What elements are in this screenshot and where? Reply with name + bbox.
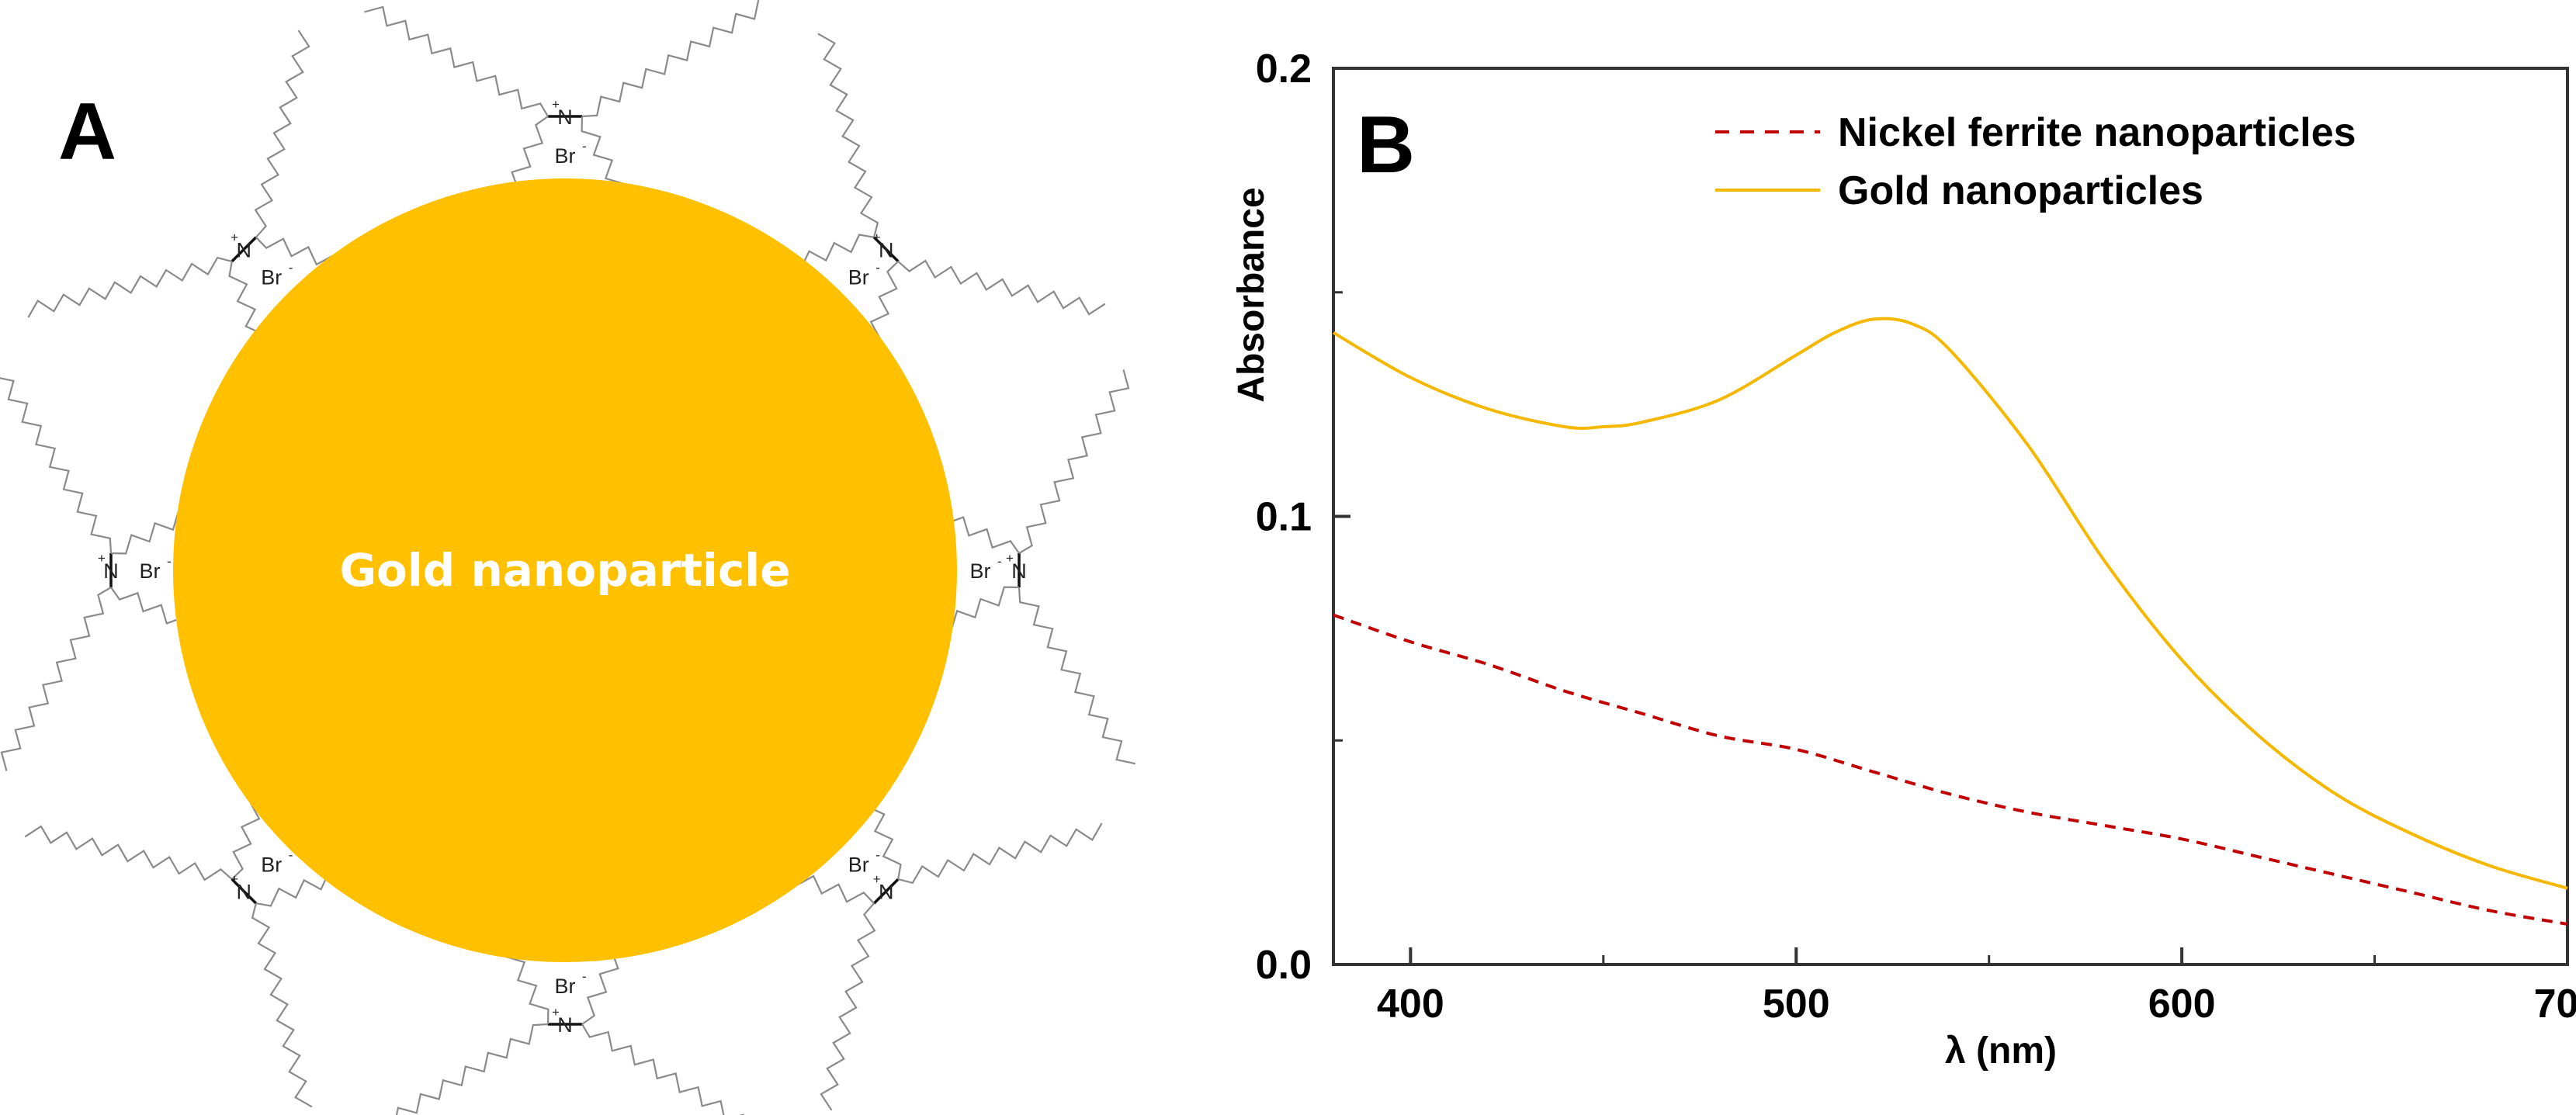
gold-nanoparticle-sphere: [173, 178, 957, 962]
bromide-counterion-label: Br: [261, 266, 282, 289]
nitrogen-label: N: [103, 559, 119, 583]
bromide-counterion-label: Br: [261, 853, 282, 876]
legend: Nickel ferrite nanoparticles Gold nanopa…: [1715, 110, 2356, 213]
axis-ticks: [1333, 67, 2569, 966]
y-tick-label: 0.0: [1256, 943, 1312, 988]
counterion-charge-label: -: [289, 847, 293, 862]
legend-label-nickel-ferrite: Nickel ferrite nanoparticles: [1838, 110, 2356, 155]
series-line-gold: [1332, 317, 2568, 890]
bromide-counterion-label: Br: [970, 559, 991, 583]
charge-label: +: [552, 97, 560, 112]
nitrogen-label: N: [237, 881, 252, 904]
alkyl-chain: [254, 29, 310, 238]
nitrogen-bond: [231, 878, 245, 892]
alkyl-chain: [27, 256, 233, 318]
nitrogen-bond: [231, 248, 245, 263]
alkyl-chain: [817, 33, 879, 238]
data-series: [1332, 317, 2568, 926]
gold-nanoparticle-label: Gold nanoparticle: [339, 544, 790, 597]
counterion-charge-label: -: [875, 261, 880, 275]
x-tick-label: 500: [1763, 982, 1830, 1027]
nitrogen-label: N: [879, 881, 894, 904]
alkyl-chain: [897, 259, 1106, 316]
nitrogen-label: N: [557, 1013, 573, 1037]
alkyl-chain: [0, 587, 112, 771]
legend-label-gold: Gold nanoparticles: [1838, 168, 2203, 213]
panel-b-absorbance-chart: 400 500 600 700 0.0 0.1 0.2 B Nickel ferrite n…: [1231, 47, 2576, 1072]
counterion-charge-label: -: [289, 261, 293, 275]
series-line-nickel-ferrite: [1333, 613, 2568, 926]
nitrogen-bond: [243, 236, 258, 251]
alkyl-chain: [0, 377, 113, 554]
counterion-charge-label: -: [875, 847, 880, 862]
nitrogen-label: N: [557, 106, 573, 129]
nitrogen-bond: [872, 236, 887, 251]
charge-label: +: [552, 1005, 560, 1020]
alkyl-chain: [24, 825, 233, 881]
charge-label: +: [873, 230, 881, 244]
charge-label: +: [1006, 551, 1014, 566]
nitrogen-bond: [885, 878, 900, 892]
counterion-charge-label: -: [582, 139, 587, 154]
alkyl-chain: [1018, 369, 1130, 554]
x-tick-label: 700: [2534, 982, 2576, 1027]
counterion-charge-label: -: [167, 554, 172, 569]
y-tick-label: 0.2: [1256, 47, 1312, 92]
bromide-counterion-label: Br: [555, 144, 576, 168]
nitrogen-bond: [872, 890, 887, 905]
charge-label: +: [231, 230, 238, 244]
alkyl-chain: [897, 822, 1103, 885]
bromide-counterion-label: Br: [140, 559, 161, 583]
x-tick-label: 400: [1377, 982, 1444, 1027]
nitrogen-label: N: [1011, 559, 1027, 583]
nitrogen-bond: [885, 248, 900, 263]
panel-a-letter: A: [58, 87, 116, 177]
alkyl-chain: [581, 0, 760, 118]
counterion-charge-label: -: [582, 969, 587, 984]
bromide-counterion-label: Br: [848, 266, 869, 289]
alkyl-chain: [820, 902, 876, 1111]
nitrogen-bond: [243, 890, 258, 905]
bromide-counterion-label: Br: [555, 975, 576, 998]
panel-b-letter: B: [1357, 100, 1415, 190]
alkyl-chain: [1018, 587, 1136, 765]
charge-label: +: [98, 551, 106, 566]
nitrogen-label: N: [879, 238, 894, 261]
charge-label: +: [873, 872, 881, 887]
alkyl-chain: [251, 902, 313, 1108]
bromide-counterion-label: Br: [848, 853, 869, 876]
nitrogen-label: N: [237, 238, 252, 261]
alkyl-chain: [395, 1023, 549, 1115]
y-tick-label: 0.1: [1256, 495, 1312, 540]
charge-label: +: [231, 872, 238, 887]
x-axis-title: λ (nm): [1945, 1030, 2057, 1072]
alkyl-chain: [581, 1023, 744, 1115]
panel-a-nanoparticle-schematic: A N+Br -N+Br -N+Br -N+Br -N+Br -N+Br -N+Br -N+B…: [0, 0, 1136, 1115]
x-tick-label: 600: [2148, 982, 2216, 1027]
axis-tick-labels: 400 500 600 700 0.0 0.1 0.2: [1256, 47, 2576, 1027]
y-axis-title: Absorbance: [1231, 187, 1272, 402]
alkyl-chain: [364, 5, 549, 117]
counterion-charge-label: -: [997, 554, 1002, 569]
